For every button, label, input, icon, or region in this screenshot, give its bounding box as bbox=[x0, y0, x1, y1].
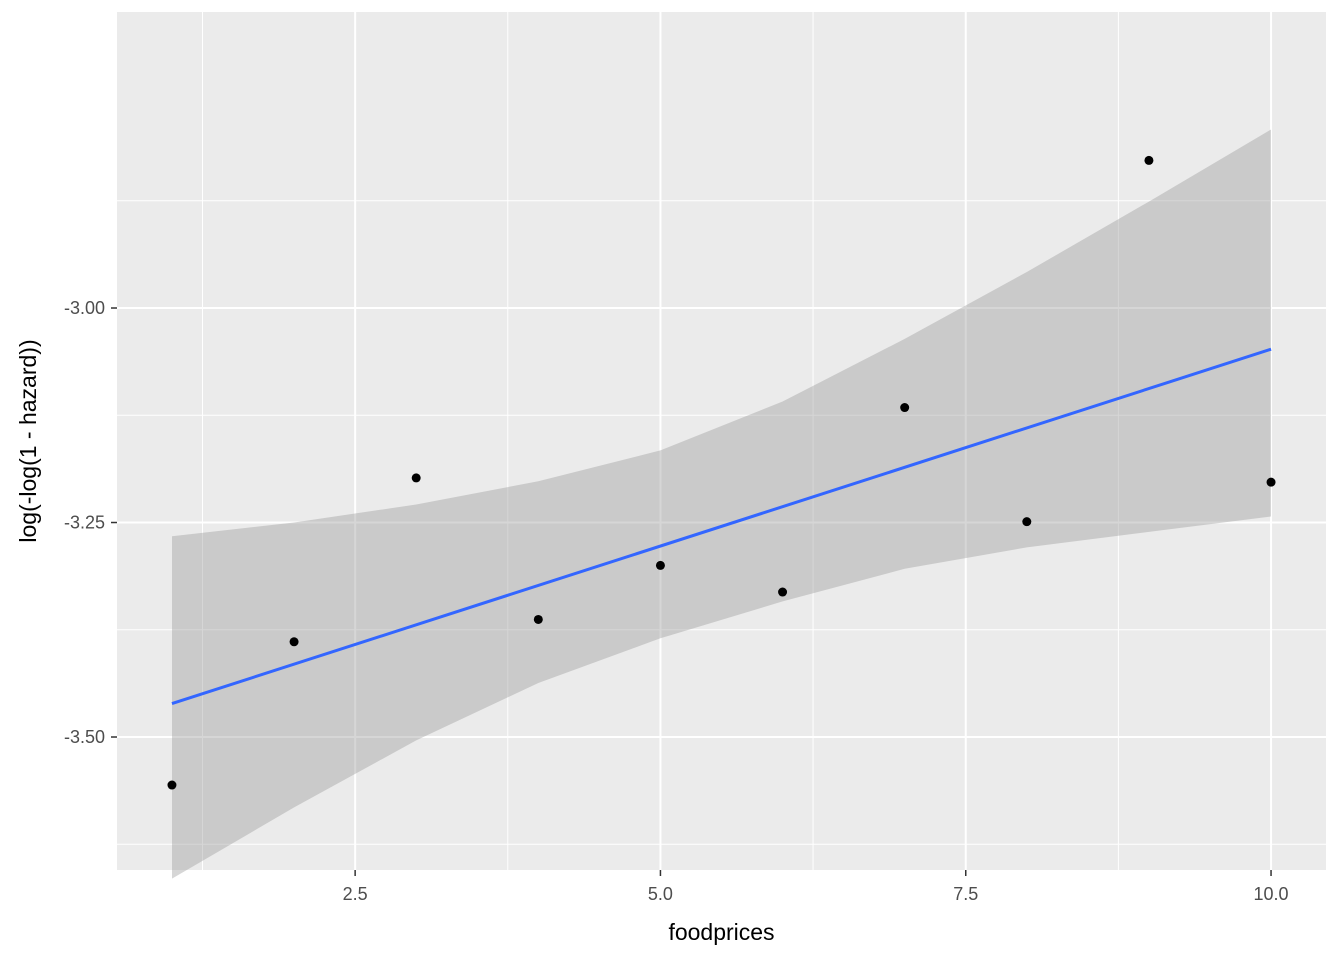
data-point-5 bbox=[655, 560, 665, 570]
x-axis-title: foodprices bbox=[668, 919, 774, 945]
data-point-4 bbox=[533, 614, 543, 624]
data-point-8 bbox=[1022, 517, 1032, 527]
y-tick-label: -3.00 bbox=[64, 298, 105, 318]
y-tick-label: -3.50 bbox=[64, 727, 105, 747]
y-axis-ticks: -3.50 -3.25 -3.00 bbox=[64, 298, 117, 747]
x-axis-ticks: 2.5 5.0 7.5 10.0 bbox=[343, 870, 1289, 904]
data-point-9 bbox=[1144, 155, 1154, 165]
x-tick-label: 2.5 bbox=[343, 884, 368, 904]
data-point-1 bbox=[167, 780, 177, 790]
data-point-10 bbox=[1266, 477, 1276, 487]
regression-line bbox=[171, 347, 1272, 705]
minor-gridlines bbox=[117, 12, 1326, 870]
data-point-7 bbox=[900, 403, 910, 413]
data-point-3 bbox=[411, 473, 421, 483]
data-points bbox=[167, 155, 1276, 790]
x-tick-label: 5.0 bbox=[648, 884, 673, 904]
y-tick-label: -3.25 bbox=[64, 513, 105, 533]
data-point-6 bbox=[778, 587, 788, 597]
x-tick-label: 10.0 bbox=[1254, 884, 1289, 904]
x-tick-label: 7.5 bbox=[953, 884, 978, 904]
data-point-2 bbox=[289, 637, 299, 647]
panel-background bbox=[117, 12, 1326, 870]
confidence-band bbox=[172, 129, 1271, 879]
major-gridlines bbox=[117, 12, 1326, 870]
y-axis-title: log(-log(1 - hazard)) bbox=[15, 339, 41, 542]
